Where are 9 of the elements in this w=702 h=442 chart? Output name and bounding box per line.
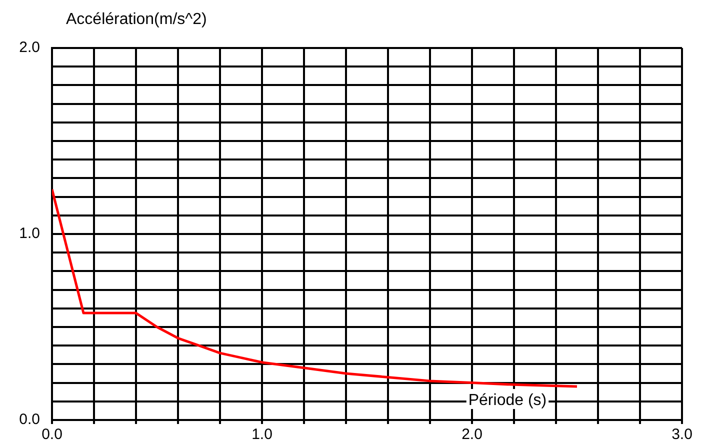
x-tick-label: 1.0 — [252, 426, 272, 442]
y-tick-label: 0.0 — [19, 411, 40, 428]
y-tick-label: 2.0 — [19, 39, 40, 56]
x-tick-label: 2.0 — [462, 426, 482, 442]
x-axis-title: Période (s) — [468, 392, 547, 409]
x-tick-label: 0.0 — [42, 426, 62, 442]
x-tick-label: 3.0 — [672, 426, 692, 442]
y-tick-label: 1.0 — [19, 225, 40, 242]
y-axis-title: Accélération(m/s^2) — [66, 11, 207, 28]
